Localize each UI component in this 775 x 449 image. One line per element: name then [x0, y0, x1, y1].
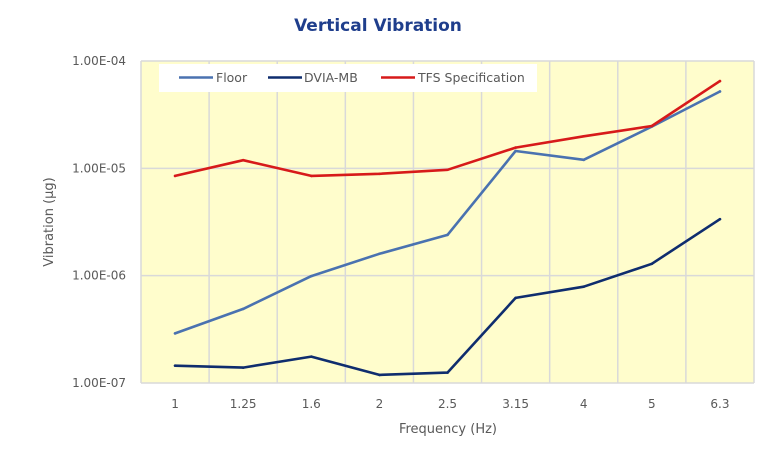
y-tick-label: 1.00E-07	[72, 376, 126, 390]
data-point-dvia-mb	[718, 217, 722, 221]
data-point-dvia-mb	[650, 262, 654, 266]
data-point-tfs-specification	[378, 172, 381, 176]
data-point-dvia-mb	[514, 296, 517, 300]
data-point-floor	[309, 274, 313, 278]
legend-label-dvia-mb: DVIA-MB	[304, 70, 358, 85]
y-axis-title: Vibration (µg)	[42, 177, 57, 266]
data-point-dvia-mb	[582, 285, 586, 288]
y-tick-label: 1.00E-05	[72, 161, 126, 175]
data-point-floor	[173, 332, 177, 335]
data-point-tfs-specification	[241, 158, 245, 162]
y-tick-label: 1.00E-04	[72, 54, 126, 68]
data-point-tfs-specification	[582, 134, 586, 138]
x-tick-label: 3.15	[502, 397, 529, 411]
x-tick-label: 1.6	[302, 397, 321, 411]
data-point-floor	[718, 90, 722, 93]
data-point-tfs-specification	[309, 174, 313, 178]
data-point-floor	[241, 307, 245, 311]
x-tick-label: 6.3	[710, 397, 729, 411]
legend-box	[159, 64, 537, 92]
data-point-floor	[582, 158, 586, 162]
data-point-tfs-specification	[446, 168, 449, 172]
y-axis-tick-labels: 1.00E-07 1.00E-06 1.00E-05 1.00E-04	[72, 54, 126, 390]
chart-title: Vertical Vibration	[294, 16, 462, 36]
series-lines	[173, 79, 722, 377]
data-point-tfs-specification	[718, 79, 722, 83]
legend-label-tfs-specification: TFS Specification	[417, 70, 525, 85]
data-point-tfs-specification	[650, 124, 654, 128]
data-point-dvia-mb	[173, 364, 177, 367]
x-tick-label: 5	[648, 397, 656, 411]
data-point-floor	[446, 233, 449, 237]
plot-area	[141, 61, 754, 383]
data-point-tfs-specification	[514, 146, 517, 149]
data-point-dvia-mb	[446, 371, 449, 374]
data-point-floor	[378, 252, 381, 256]
legend: Floor DVIA-MB TFS Specification	[159, 64, 537, 92]
x-tick-label: 1	[171, 397, 179, 411]
data-point-dvia-mb	[241, 366, 245, 369]
data-point-tfs-specification	[173, 174, 177, 178]
data-point-floor	[514, 149, 517, 153]
x-tick-label: 2.5	[438, 397, 457, 411]
data-point-dvia-mb	[309, 355, 313, 358]
legend-label-floor: Floor	[216, 70, 248, 85]
x-tick-label: 2	[376, 397, 384, 411]
data-point-dvia-mb	[378, 373, 381, 377]
x-axis-title: Frequency (Hz)	[399, 422, 497, 437]
x-axis-tick-labels: 1 1.25 1.6 2 2.5 3.15 4 5 6.3	[171, 397, 729, 411]
gridlines	[140, 60, 755, 384]
x-tick-label: 1.25	[230, 397, 257, 411]
x-tick-label: 4	[580, 397, 588, 411]
y-tick-label: 1.00E-06	[72, 269, 126, 283]
